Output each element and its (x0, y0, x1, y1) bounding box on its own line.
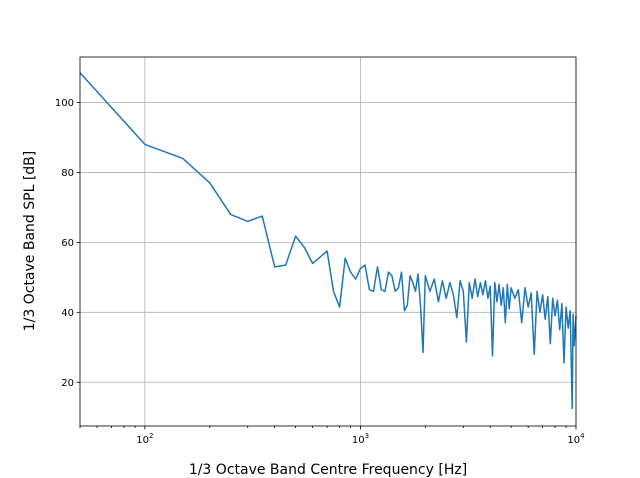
x-tick-base: 10 (352, 435, 365, 446)
y-tick-label: 80 (61, 168, 74, 179)
plot-frame (79, 56, 577, 427)
x-tick-label: 103 (352, 432, 369, 446)
x-tick-label: 102 (136, 432, 153, 446)
y-tick-label: 20 (61, 378, 74, 389)
spl-line (79, 72, 577, 410)
x-tick-exponent: 2 (149, 432, 153, 440)
x-axis-label: 1/3 Octave Band Centre Frequency [Hz] (189, 462, 467, 478)
x-tick-base: 10 (567, 435, 580, 446)
y-axis-label: 1/3 Octave Band SPL [dB] (22, 151, 38, 332)
y-axis-ticks: 20 40 60 80 100 (55, 98, 80, 389)
y-tick-label: 40 (61, 308, 74, 319)
y-tick-label: 100 (55, 98, 74, 109)
x-tick-label: 104 (567, 432, 585, 446)
x-axis-ticks: 102 103 104 (79, 426, 585, 446)
y-tick-label: 60 (61, 238, 74, 249)
x-tick-base: 10 (136, 435, 149, 446)
plot-background (80, 57, 576, 426)
x-tick-exponent: 3 (365, 432, 369, 440)
x-tick-exponent: 4 (580, 432, 585, 440)
